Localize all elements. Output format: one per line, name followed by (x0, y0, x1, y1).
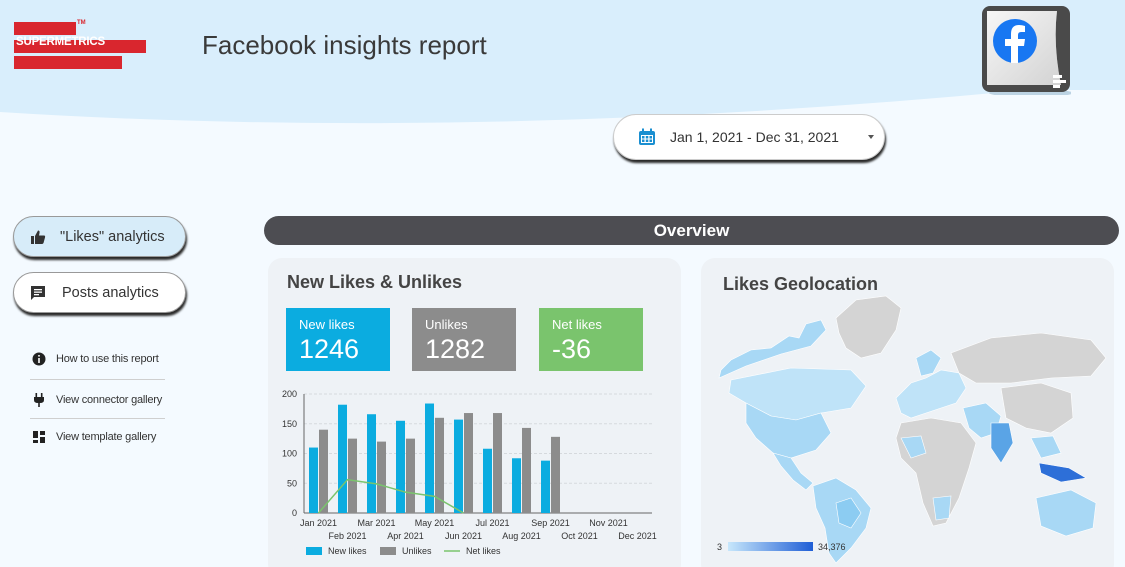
unlikes-bar (348, 438, 357, 513)
x-tick-label: Nov 2021 (589, 518, 628, 528)
net-likes-line (317, 478, 464, 514)
new-likes-bar (541, 460, 550, 513)
connector-gallery-link[interactable]: View connector gallery (30, 385, 166, 415)
comment-icon (31, 285, 45, 300)
overview-header: Overview (264, 216, 1119, 245)
kpi-net-likes: Net likes -36 (539, 308, 643, 371)
unlikes-bar (406, 438, 415, 513)
likes-analytics-button[interactable]: "Likes" analytics (13, 216, 186, 257)
link-divider (30, 418, 165, 419)
x-tick-label: Feb 2021 (328, 531, 366, 541)
x-tick-label: Jan 2021 (300, 518, 337, 528)
thumbs-up-icon (31, 230, 46, 244)
new-likes-bar (425, 403, 434, 513)
calendar-icon (639, 128, 655, 145)
new-likes-bar (367, 414, 376, 513)
kpi-new-likes-value: 1246 (299, 334, 360, 364)
connector-gallery-label: View connector gallery (56, 394, 163, 406)
kpi-net-likes-label: Net likes (552, 317, 602, 332)
how-to-use-label: How to use this report (56, 353, 159, 365)
y-tick-label: 150 (282, 419, 297, 429)
x-tick-label: Sep 2021 (531, 518, 570, 528)
kpi-new-likes-label: New likes (299, 317, 355, 332)
kpi-net-likes-value: -36 (552, 334, 592, 364)
new-likes-bar (396, 420, 405, 513)
world-map (718, 295, 1107, 564)
x-tick-label: Mar 2021 (357, 518, 395, 528)
new-likes-bar (309, 447, 318, 513)
template-gallery-link[interactable]: View template gallery (30, 422, 166, 452)
posts-analytics-button[interactable]: Posts analytics (13, 272, 186, 313)
facebook-connector-icon (982, 6, 1071, 95)
legend-swatch (306, 547, 322, 555)
geo-legend-gradient (728, 542, 813, 551)
legend-swatch (380, 547, 396, 555)
chevron-down-icon (868, 135, 874, 139)
dashboard-icon (33, 431, 45, 443)
y-tick-label: 200 (282, 389, 297, 399)
template-gallery-label: View template gallery (56, 431, 157, 443)
logo-tm: TM (77, 20, 86, 26)
unlikes-bar (377, 441, 386, 513)
likes-analytics-label: "Likes" analytics (60, 228, 165, 245)
kpi-unlikes-label: Unlikes (425, 317, 468, 332)
unlikes-bar (464, 413, 473, 513)
unlikes-bar (319, 429, 328, 513)
x-tick-label: Apr 2021 (387, 531, 424, 541)
geo-legend-min: 3 (717, 542, 723, 552)
date-range-label: Jan 1, 2021 - Dec 31, 2021 (670, 129, 839, 145)
link-divider (30, 379, 165, 380)
plug-icon (34, 393, 44, 407)
likes-card-title: New Likes & Unlikes (287, 272, 463, 292)
date-range-picker[interactable]: Jan 1, 2021 - Dec 31, 2021 (613, 114, 885, 160)
page-title: Facebook insights report (202, 30, 487, 60)
geo-card-title: Likes Geolocation (723, 274, 879, 294)
header-wave (0, 90, 1125, 170)
x-tick-label: Jun 2021 (445, 531, 482, 541)
new-likes-bar (512, 458, 521, 513)
posts-analytics-label: Posts analytics (62, 284, 159, 301)
info-icon (32, 352, 46, 366)
likes-card: New Likes & Unlikes New likes 1246 Unlik… (268, 258, 681, 567)
kpi-unlikes-value: 1282 (425, 334, 486, 364)
how-to-use-link[interactable]: How to use this report (30, 344, 166, 374)
new-likes-bar (483, 448, 492, 513)
x-tick-label: Aug 2021 (502, 531, 541, 541)
unlikes-bar (493, 413, 502, 513)
legend-label: New likes (328, 546, 367, 556)
kpi-new-likes: New likes 1246 (286, 308, 390, 371)
logo-text: SUPERMETRICS (16, 36, 105, 48)
legend-label: Net likes (466, 546, 501, 556)
unlikes-bar (551, 436, 560, 513)
x-tick-label: Oct 2021 (561, 531, 598, 541)
kpi-unlikes: Unlikes 1282 (412, 308, 516, 371)
geo-card: Likes Geolocation (701, 258, 1114, 567)
x-tick-label: May 2021 (415, 518, 455, 528)
new-likes-bar (454, 419, 463, 513)
geo-legend-max: 34,376 (818, 542, 846, 552)
likes-bar-chart: 0 50 100 150 200 Jan 2021 Feb 2021 Mar 2021 Apr … (282, 389, 657, 556)
supermetrics-logo: TM SUPERMETRICS (14, 20, 146, 70)
unlikes-bar (522, 427, 531, 513)
y-tick-label: 0 (292, 508, 297, 518)
legend-label: Unlikes (402, 546, 432, 556)
y-tick-label: 50 (287, 478, 297, 488)
x-tick-label: Dec 2021 (618, 531, 657, 541)
y-tick-label: 100 (282, 449, 297, 459)
x-tick-label: Jul 2021 (475, 518, 509, 528)
unlikes-bar (435, 417, 444, 513)
new-likes-bar (338, 404, 347, 513)
